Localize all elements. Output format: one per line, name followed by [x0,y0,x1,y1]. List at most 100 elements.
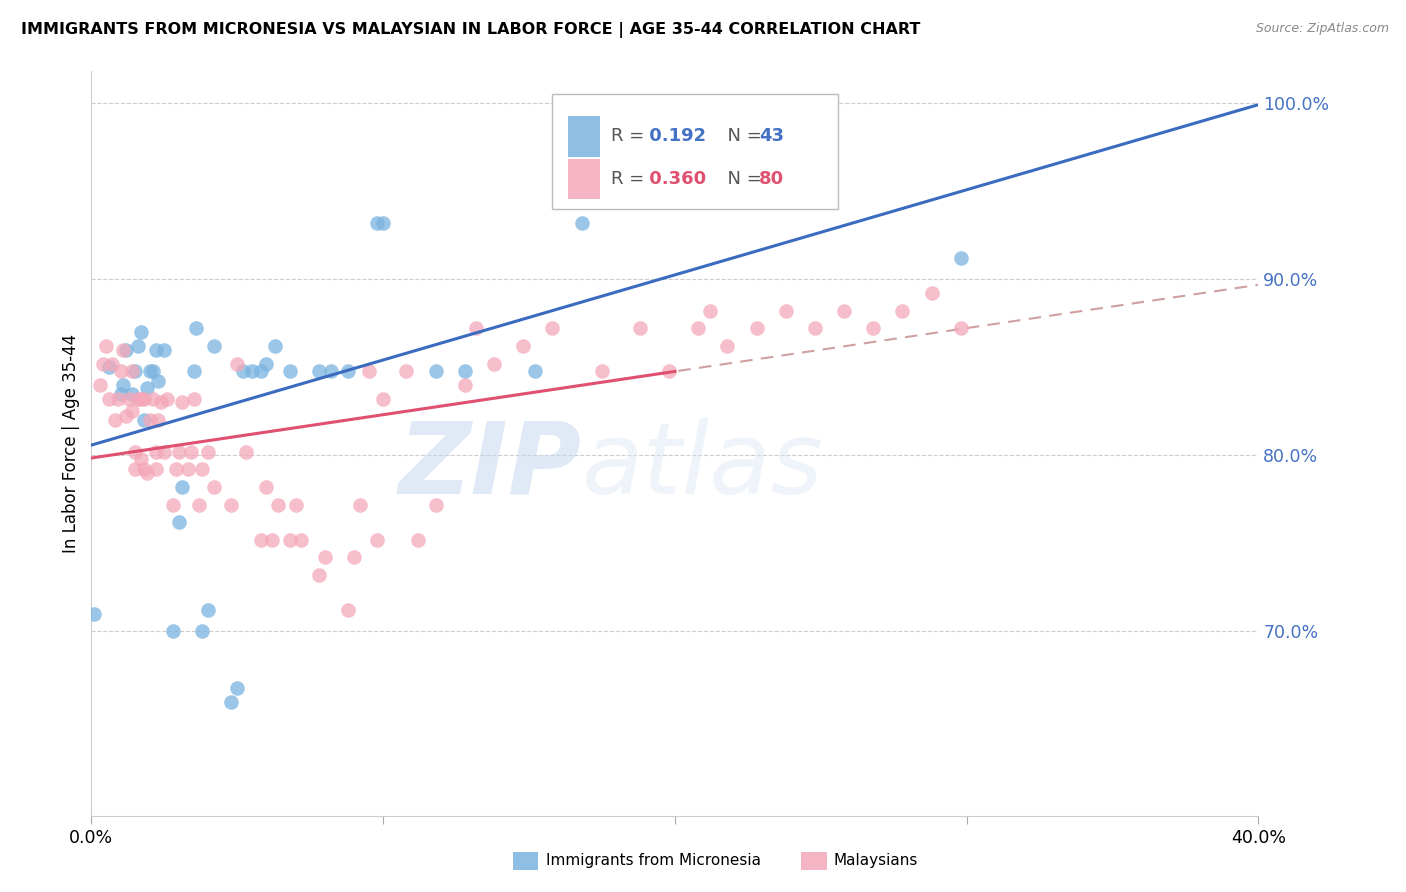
Point [775,303,797,318]
Text: 0.192: 0.192 [644,128,706,145]
Point [202,480,225,494]
Text: Source: ZipAtlas.com: Source: ZipAtlas.com [1256,22,1389,36]
Point [202,339,225,353]
Point [132,413,155,427]
Point [115,409,138,424]
Point [891,303,914,318]
Point [97,392,120,406]
Point [232,364,254,378]
Point [221,498,243,512]
Point [124,444,146,458]
Point [180,444,202,458]
Point [127,339,149,353]
Point [121,386,143,401]
Point [127,392,149,406]
Point [221,695,243,709]
Point [254,480,277,494]
Point [191,462,214,476]
Point [454,364,477,378]
Point [165,462,187,476]
Text: Malaysians: Malaysians [834,854,918,868]
Point [138,413,162,427]
Point [162,624,184,639]
Point [170,395,193,409]
Point [254,357,277,371]
Point [162,498,184,512]
Text: R =: R = [610,128,650,145]
Point [176,462,198,476]
Text: R =: R = [610,170,650,188]
Point [658,364,681,378]
Point [240,364,263,378]
Point [599,187,621,202]
Point [862,321,884,335]
Point [110,386,132,401]
Point [129,451,152,466]
Point [145,343,167,357]
Point [186,321,208,335]
Point [91,357,114,371]
Point [262,533,284,547]
Point [153,343,176,357]
Point [135,466,157,480]
Point [541,321,564,335]
Point [314,550,336,565]
Point [371,216,394,230]
Point [153,444,176,458]
Point [138,364,162,378]
Point [406,533,429,547]
Point [226,357,249,371]
Point [142,392,165,406]
Point [278,533,301,547]
Point [145,444,167,458]
Point [170,480,193,494]
Point [197,603,219,617]
Point [308,364,330,378]
Point [284,498,307,512]
Text: 0.360: 0.360 [644,170,706,188]
Point [290,533,312,547]
Point [465,321,488,335]
Point [949,251,972,265]
Text: IMMIGRANTS FROM MICRONESIA VS MALAYSIAN IN LABOR FORCE | AGE 35-44 CORRELATION C: IMMIGRANTS FROM MICRONESIA VS MALAYSIAN … [21,22,921,38]
Point [188,498,211,512]
Y-axis label: In Labor Force | Age 35-44: In Labor Force | Age 35-44 [62,334,80,553]
Point [101,357,124,371]
Point [804,321,827,335]
Text: ZIP: ZIP [398,417,582,515]
Point [832,303,855,318]
Point [191,624,214,639]
Text: N =: N = [716,170,768,188]
Bar [553,94,838,209]
Point [482,357,505,371]
Point [107,392,129,406]
Bar [568,116,600,157]
Point [425,498,447,512]
Point [454,377,477,392]
Point [571,216,593,230]
Point [183,364,205,378]
Point [745,321,768,335]
Text: atlas: atlas [582,417,823,515]
Point [319,364,342,378]
Text: 80: 80 [759,170,785,188]
Point [716,339,738,353]
Point [366,216,388,230]
Point [129,392,152,406]
Point [278,364,301,378]
Point [267,498,290,512]
Point [112,343,135,357]
Point [97,360,120,375]
Point [167,444,190,458]
Point [150,395,173,409]
Point [112,377,135,392]
Point [591,364,613,378]
Point [395,364,418,378]
Point [135,381,157,395]
Point [132,392,155,406]
Point [156,392,179,406]
Point [183,392,205,406]
Point [148,374,170,388]
Point [371,392,394,406]
Point [357,364,380,378]
